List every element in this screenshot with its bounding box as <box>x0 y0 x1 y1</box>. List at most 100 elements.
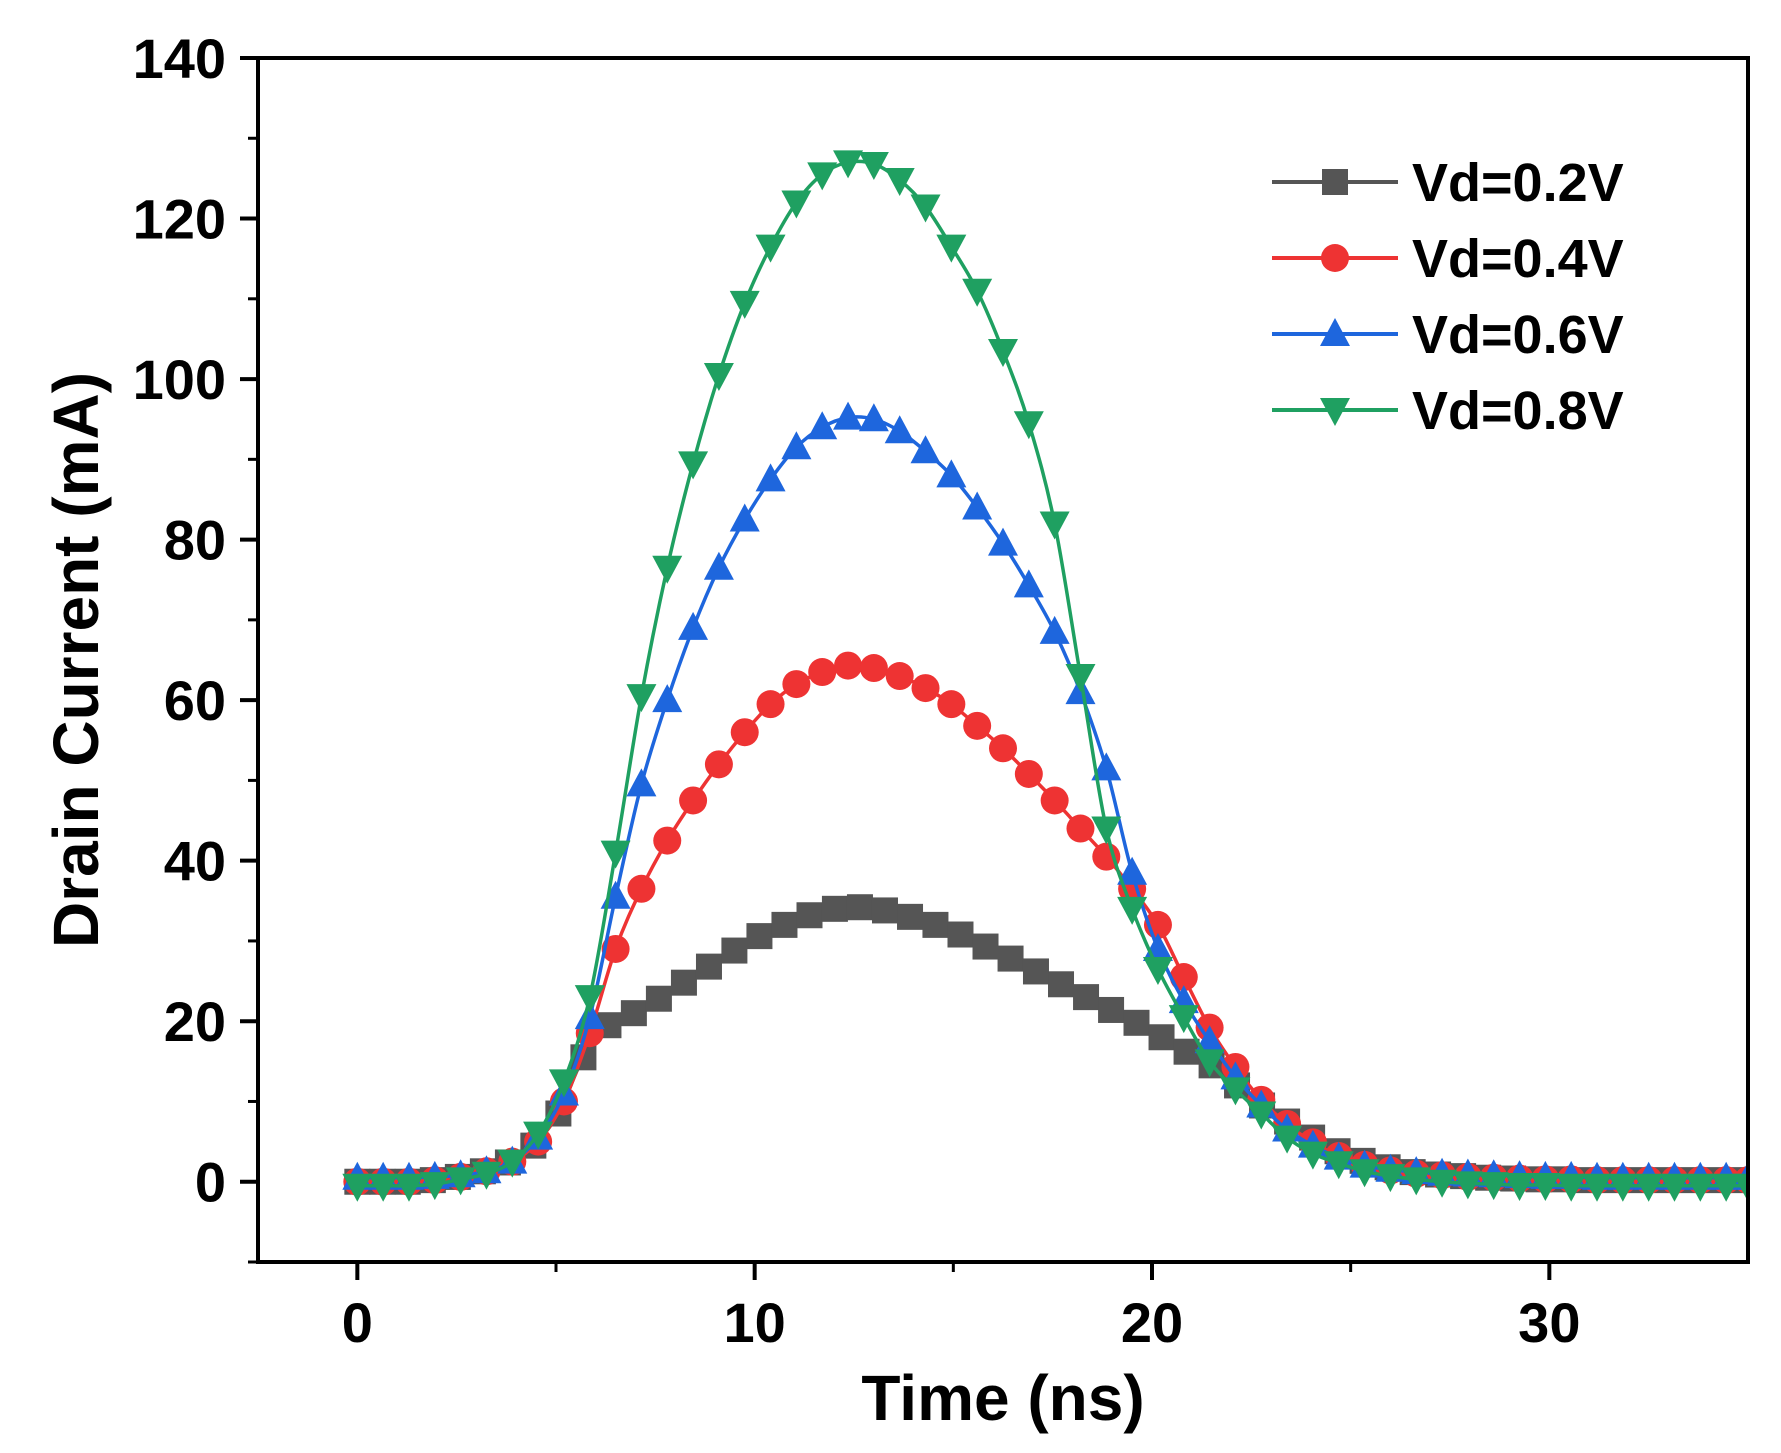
data-point-vd-0-6v <box>1117 856 1148 885</box>
data-point-vd-0-2v <box>620 1000 647 1027</box>
data-point-vd-0-4v <box>989 734 1017 763</box>
data-point-vd-0-2v <box>1022 958 1049 985</box>
data-point-vd-0-8v <box>1117 896 1148 925</box>
data-point-vd-0-8v <box>523 1121 554 1150</box>
legend-label: Vd=0.8V <box>1412 381 1624 441</box>
data-point-vd-0-8v <box>393 1173 424 1202</box>
data-point-vd-0-4v <box>756 690 785 719</box>
data-point-vd-0-2v <box>1123 1009 1150 1036</box>
data-point-vd-0-8v <box>884 168 915 197</box>
data-point-vd-0-6v <box>910 435 941 464</box>
data-point-vd-0-4v <box>834 651 863 680</box>
data-point-vd-0-2v <box>1148 1024 1175 1051</box>
data-point-vd-0-4v <box>627 874 656 903</box>
data-point-vd-0-8v <box>1375 1164 1406 1193</box>
data-point-vd-0-8v <box>1065 664 1096 693</box>
data-point-vd-0-6v <box>626 768 657 797</box>
data-point-vd-0-4v <box>1169 963 1198 992</box>
data-point-vd-0-2v <box>645 985 672 1012</box>
data-point-vd-0-6v <box>1013 569 1044 598</box>
y-tick-label: 80 <box>164 509 226 572</box>
legend-marker <box>1320 398 1350 426</box>
data-point-vd-0-8v <box>910 194 941 223</box>
data-point-vd-0-2v <box>1048 971 1075 998</box>
x-tick-label: 10 <box>724 1291 786 1354</box>
data-point-vd-0-2v <box>1073 984 1100 1011</box>
data-point-vd-0-8v <box>1607 1173 1638 1202</box>
data-point-vd-0-2v <box>821 895 848 922</box>
data-point-vd-0-6v <box>833 401 864 430</box>
data-point-vd-0-2v <box>695 953 722 980</box>
data-point-vd-0-8v <box>1220 1077 1251 1106</box>
data-point-vd-0-8v <box>652 555 683 584</box>
data-point-vd-0-4v <box>885 662 914 691</box>
data-point-vd-0-6v <box>781 431 812 460</box>
data-point-vd-0-2v <box>796 902 823 929</box>
data-point-vd-0-2v <box>947 921 974 948</box>
data-point-vd-0-8v <box>755 234 786 263</box>
data-point-vd-0-2v <box>997 945 1024 972</box>
data-point-vd-0-8v <box>858 151 889 180</box>
legend-label: Vd=0.6V <box>1412 305 1624 365</box>
data-point-vd-0-8v <box>1633 1173 1664 1202</box>
data-point-vd-0-8v <box>1013 411 1044 440</box>
data-point-vd-0-8v <box>729 290 760 319</box>
y-axis: 0 20 40 60 80 100 120 140 <box>133 27 258 1264</box>
data-point-vd-0-8v <box>445 1167 476 1196</box>
data-point-vd-0-2v <box>871 897 898 924</box>
data-point-vd-0-4v <box>937 690 966 719</box>
data-point-vd-0-2v <box>1098 996 1125 1023</box>
data-point-vd-0-8v <box>1323 1151 1354 1180</box>
data-point-vd-0-2v <box>670 969 697 996</box>
data-point-vd-0-8v <box>833 150 864 179</box>
data-point-vd-0-2v <box>922 911 949 938</box>
data-point-vd-0-8v <box>936 234 967 263</box>
data-point-vd-0-8v <box>678 451 709 480</box>
legend-marker <box>1321 244 1349 272</box>
data-point-vd-0-8v <box>781 190 812 219</box>
data-point-vd-0-4v <box>1040 786 1069 815</box>
y-tick-label: 40 <box>164 830 226 893</box>
y-tick-label: 100 <box>133 348 226 411</box>
data-point-vd-0-8v <box>1733 1173 1748 1202</box>
data-point-vd-0-4v <box>679 786 708 815</box>
data-point-vd-0-4v <box>730 718 759 747</box>
data-point-vd-0-8v <box>1556 1173 1587 1202</box>
data-point-vd-0-6v <box>1039 615 1070 644</box>
data-point-vd-0-4v <box>601 934 630 963</box>
data-point-vd-0-8v <box>1659 1173 1690 1202</box>
data-point-vd-0-8v <box>1246 1101 1277 1130</box>
data-point-vd-0-2v <box>846 894 873 921</box>
data-point-vd-0-8v <box>419 1172 450 1201</box>
y-tick-label: 120 <box>133 188 226 251</box>
data-point-vd-0-8v <box>1272 1125 1303 1154</box>
data-point-vd-0-4v <box>1014 759 1043 788</box>
data-point-vd-0-8v <box>548 1069 579 1098</box>
data-point-vd-0-8v <box>600 840 631 869</box>
data-point-vd-0-8v <box>1582 1173 1613 1202</box>
legend-marker <box>1320 318 1350 346</box>
data-point-vd-0-8v <box>807 162 838 191</box>
legend-label: Vd=0.4V <box>1412 229 1624 289</box>
series-vd-0-8v <box>342 150 1748 1202</box>
plot-area-frame <box>256 56 1750 1264</box>
data-point-vd-0-8v <box>1530 1172 1561 1201</box>
data-point-vd-0-8v <box>626 684 657 713</box>
data-point-vd-0-6v <box>1091 752 1122 781</box>
data-point-vd-0-6v <box>729 503 760 532</box>
x-tick-label: 30 <box>1518 1291 1580 1354</box>
data-point-vd-0-8v <box>1427 1169 1458 1198</box>
data-point-vd-0-8v <box>1168 1005 1199 1034</box>
data-point-vd-0-8v <box>471 1161 502 1190</box>
data-point-vd-0-8v <box>1685 1173 1716 1202</box>
data-point-vd-0-8v <box>1091 816 1122 845</box>
legend: Vd=0.2V Vd=0.4V Vd=0.6V Vd=0.8V <box>1272 153 1624 441</box>
data-point-vd-0-6v <box>988 527 1018 556</box>
x-tick-label: 20 <box>1121 1291 1183 1354</box>
data-point-vd-0-6v <box>755 463 786 492</box>
legend-item-vd-0-6v: Vd=0.6V <box>1272 305 1624 365</box>
data-point-vd-0-4v <box>704 750 733 779</box>
data-point-vd-0-8v <box>342 1173 373 1202</box>
